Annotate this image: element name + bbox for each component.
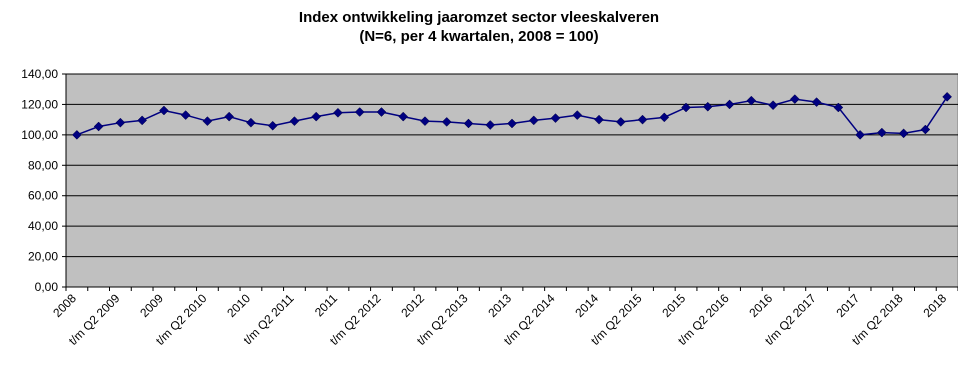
data-point	[659, 112, 670, 123]
y-tick-label: 0,00	[35, 280, 59, 294]
data-point	[224, 111, 235, 122]
data-point	[485, 120, 496, 130]
data-point	[311, 111, 322, 122]
x-tick-label: 2012	[398, 291, 427, 320]
data-point	[746, 95, 757, 106]
data-point	[137, 115, 147, 126]
data-point	[898, 128, 909, 139]
data-point	[376, 107, 387, 117]
plot-area	[65, 73, 958, 288]
data-point	[942, 91, 952, 102]
data-point	[463, 118, 474, 129]
data-point	[289, 116, 300, 127]
data-point	[267, 120, 278, 131]
x-tick-label: 2011	[312, 291, 340, 319]
data-point	[877, 127, 887, 138]
x-tick-label: 2015	[659, 291, 688, 320]
data-point	[811, 97, 822, 107]
data-point	[333, 107, 343, 118]
data-point	[789, 94, 800, 104]
x-tick-label: 2013	[485, 291, 514, 320]
y-tick-label: 120,00	[21, 97, 58, 111]
data-point	[681, 102, 691, 113]
data-point	[702, 101, 713, 112]
data-point	[528, 115, 539, 126]
data-point	[180, 110, 191, 120]
y-tick-label: 80,00	[28, 158, 58, 172]
data-point	[202, 116, 213, 127]
data-point	[354, 107, 365, 117]
x-tick-label: 2018	[920, 291, 949, 320]
data-point	[420, 116, 430, 127]
y-tick-label: 60,00	[28, 189, 58, 203]
data-point	[507, 118, 517, 129]
x-tick-label: 2017	[833, 291, 862, 320]
x-tick-label: 2009	[137, 291, 166, 320]
y-tick-label: 100,00	[21, 128, 58, 142]
data-point	[93, 121, 104, 132]
chart-subtitle: (N=6, per 4 kwartalen, 2008 = 100)	[359, 28, 599, 45]
data-point	[398, 111, 409, 122]
data-point	[246, 117, 256, 128]
data-point	[72, 130, 82, 140]
data-point	[572, 110, 583, 120]
data-point	[615, 117, 626, 127]
data-point	[637, 114, 648, 125]
data-point	[159, 105, 169, 116]
x-tick-label: 2010	[224, 291, 253, 320]
x-tick-label: 2008	[50, 291, 79, 320]
data-point	[855, 130, 865, 140]
y-tick-label: 140,00	[21, 67, 58, 81]
y-tick-label: 20,00	[28, 250, 58, 264]
x-tick-label: 2016	[746, 291, 775, 320]
data-point	[594, 114, 604, 125]
data-point	[115, 117, 126, 128]
data-point	[920, 124, 931, 135]
data-point	[724, 99, 735, 110]
data-point	[833, 102, 844, 113]
data-point	[441, 117, 452, 127]
y-tick-label: 40,00	[28, 219, 58, 233]
data-point	[550, 113, 561, 123]
x-tick-label: 2014	[572, 291, 601, 320]
chart-title: Index ontwikkeling jaaromzet sector vlee…	[298, 9, 660, 26]
data-point	[768, 100, 778, 111]
